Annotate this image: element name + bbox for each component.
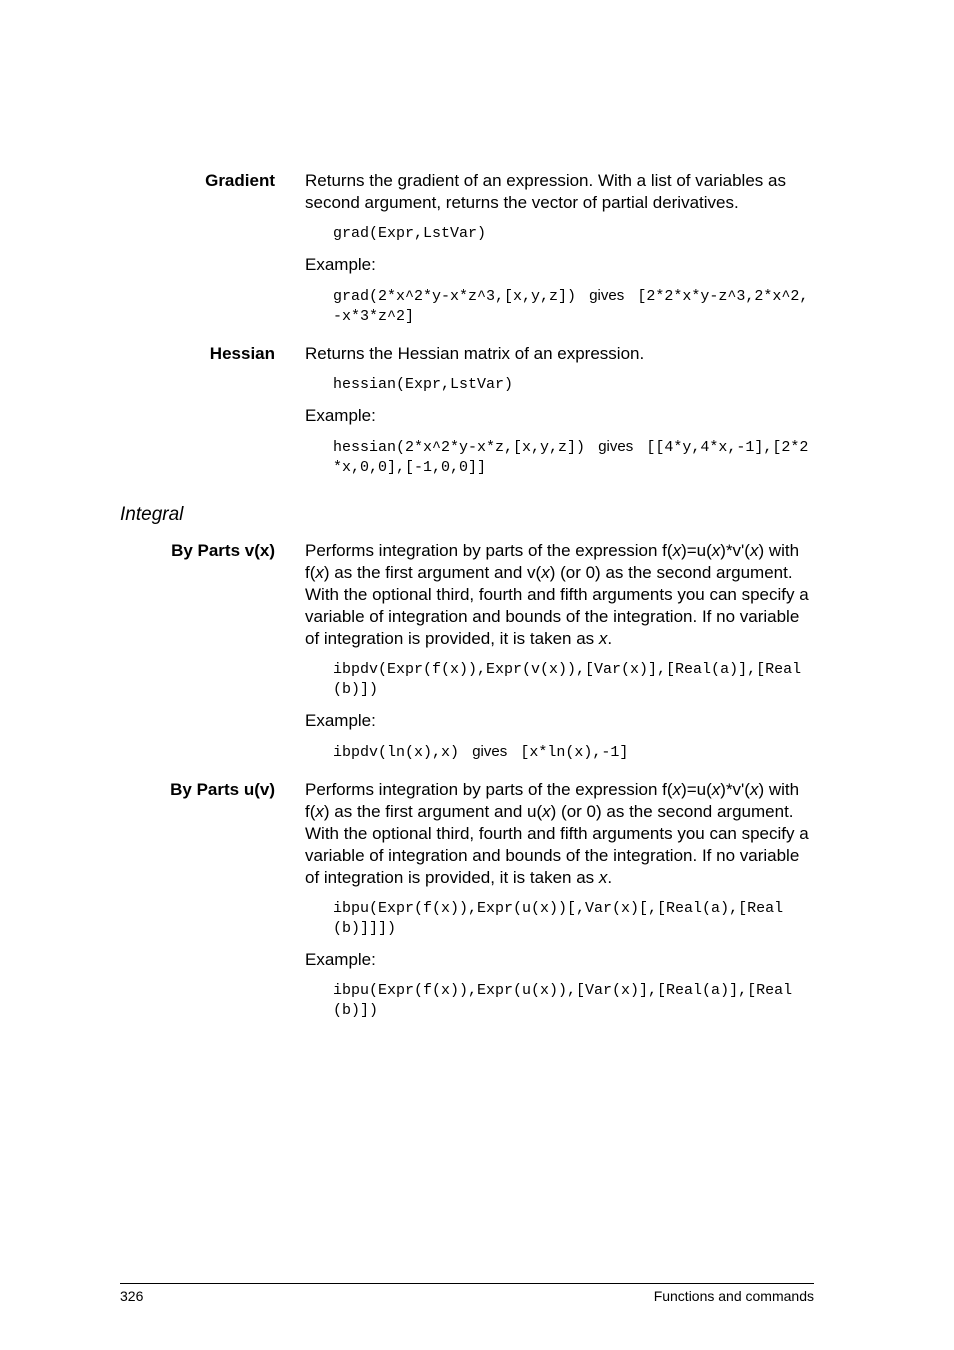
- example-label: Example:: [305, 405, 814, 427]
- example-label: Example:: [305, 949, 814, 971]
- entry-gradient: Gradient Returns the gradient of an expr…: [120, 170, 814, 337]
- entry-hessian: Hessian Returns the Hessian matrix of an…: [120, 343, 814, 488]
- body-col: Returns the Hessian matrix of an express…: [305, 343, 814, 488]
- label-col: By Parts u(v): [120, 779, 305, 1031]
- label-col: Hessian: [120, 343, 305, 488]
- entry-example-code: ibpdv(ln(x),x) gives [x*ln(x),-1]: [305, 742, 814, 763]
- entry-by-parts-vx: By Parts v(x) Performs integration by pa…: [120, 540, 814, 773]
- body-col: Performs integration by parts of the exp…: [305, 540, 814, 773]
- entry-example-code: ibpu(Expr(f(x)),Expr(u(x)),[Var(x)],[Rea…: [305, 981, 814, 1021]
- entry-desc: Performs integration by parts of the exp…: [305, 779, 814, 889]
- example-label: Example:: [305, 254, 814, 276]
- entry-syntax: grad(Expr,LstVar): [305, 224, 814, 244]
- entry-desc: Returns the Hessian matrix of an express…: [305, 343, 814, 365]
- label-col: Gradient: [120, 170, 305, 337]
- body-col: Performs integration by parts of the exp…: [305, 779, 814, 1031]
- entry-example-code: hessian(2*x^2*y-x*z,[x,y,z]) gives [[4*y…: [305, 437, 814, 478]
- entry-syntax: hessian(Expr,LstVar): [305, 375, 814, 395]
- footer-section-title: Functions and commands: [654, 1288, 814, 1304]
- label-col: By Parts v(x): [120, 540, 305, 773]
- entry-example-code: grad(2*x^2*y-x*z^3,[x,y,z]) gives [2*2*x…: [305, 286, 814, 327]
- example-label: Example:: [305, 710, 814, 732]
- page: Gradient Returns the gradient of an expr…: [0, 0, 954, 1350]
- entry-label: Hessian: [120, 343, 275, 365]
- section-heading: Integral: [120, 504, 814, 526]
- entry-desc: Returns the gradient of an expression. W…: [305, 170, 814, 214]
- entry-desc: Performs integration by parts of the exp…: [305, 540, 814, 650]
- entry-by-parts-uv: By Parts u(v) Performs integration by pa…: [120, 779, 814, 1031]
- entry-label: By Parts u(v): [120, 779, 275, 801]
- body-col: Returns the gradient of an expression. W…: [305, 170, 814, 337]
- footer-page-number: 326: [120, 1288, 143, 1304]
- entry-syntax: ibpu(Expr(f(x)),Expr(u(x))[,Var(x)[,[Rea…: [305, 899, 814, 939]
- entry-syntax: ibpdv(Expr(f(x)),Expr(v(x)),[Var(x)],[Re…: [305, 660, 814, 700]
- entry-label: Gradient: [120, 170, 275, 192]
- page-footer: 326 Functions and commands: [120, 1283, 814, 1304]
- entry-label: By Parts v(x): [120, 540, 275, 562]
